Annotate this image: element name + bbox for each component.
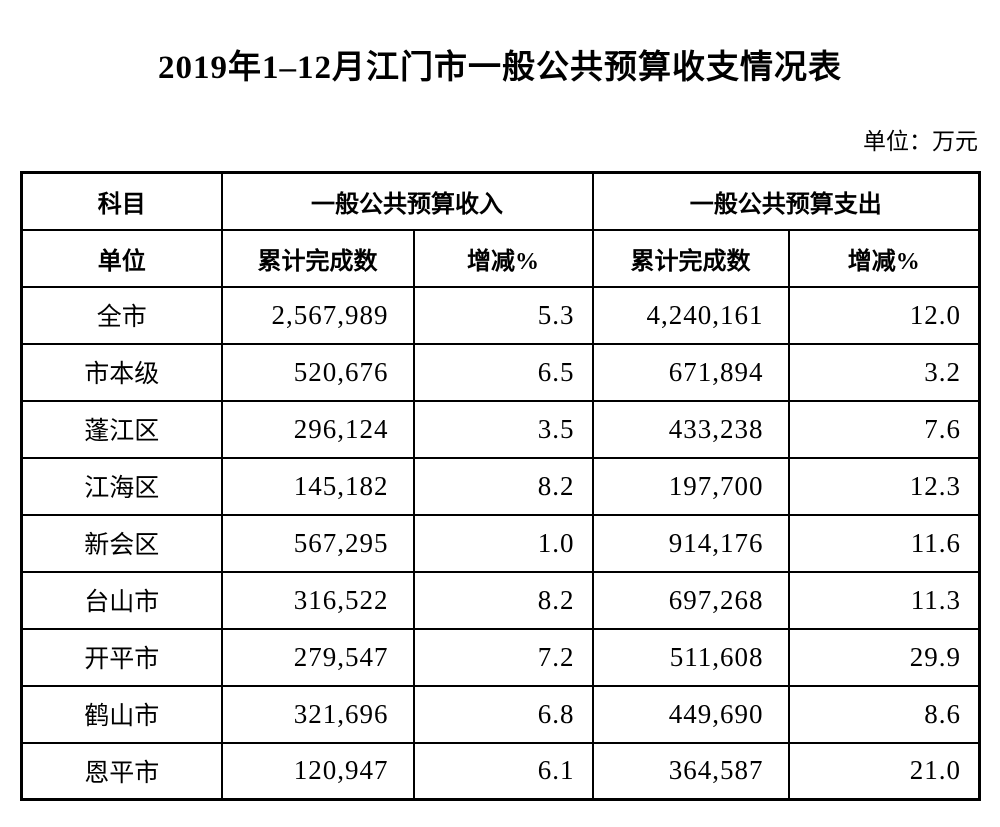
expenditure-change-cell: 21.0 xyxy=(787,741,981,801)
revenue-amount-cell: 145,182 xyxy=(220,456,415,516)
revenue-change-cell: 6.1 xyxy=(412,741,594,801)
header-row-columns: 单位 累计完成数 增减% 累计完成数 增减% xyxy=(20,228,981,288)
header-subject: 科目 xyxy=(20,171,223,231)
unit-note: 单位：万元 xyxy=(863,129,978,154)
header-row-groups: 科目 一般公共预算收入 一般公共预算支出 xyxy=(20,171,981,231)
revenue-amount-cell: 316,522 xyxy=(220,570,415,630)
revenue-change-cell: 6.8 xyxy=(412,684,594,744)
expenditure-change-cell: 29.9 xyxy=(787,627,981,687)
table-row: 鹤山市 321,696 6.8 449,690 8.6 xyxy=(20,684,981,744)
table-row: 市本级 520,676 6.5 671,894 3.2 xyxy=(20,342,981,402)
revenue-amount-cell: 567,295 xyxy=(220,513,415,573)
region-name-cell: 恩平市 xyxy=(20,741,223,801)
table-row: 全市 2,567,989 5.3 4,240,161 12.0 xyxy=(20,285,981,345)
revenue-amount-cell: 520,676 xyxy=(220,342,415,402)
table-row: 台山市 316,522 8.2 697,268 11.3 xyxy=(20,570,981,630)
region-name-cell: 蓬江区 xyxy=(20,399,223,459)
revenue-change-cell: 1.0 xyxy=(412,513,594,573)
revenue-change-cell: 5.3 xyxy=(412,285,594,345)
expenditure-change-cell: 11.6 xyxy=(787,513,981,573)
expenditure-amount-cell: 197,700 xyxy=(591,456,790,516)
expenditure-amount-cell: 914,176 xyxy=(591,513,790,573)
revenue-amount-cell: 296,124 xyxy=(220,399,415,459)
expenditure-change-cell: 7.6 xyxy=(787,399,981,459)
expenditure-amount-cell: 449,690 xyxy=(591,684,790,744)
region-name-cell: 市本级 xyxy=(20,342,223,402)
revenue-amount-cell: 279,547 xyxy=(220,627,415,687)
table-row: 开平市 279,547 7.2 511,608 29.9 xyxy=(20,627,981,687)
header-revenue-group: 一般公共预算收入 xyxy=(220,171,594,231)
expenditure-change-cell: 12.0 xyxy=(787,285,981,345)
revenue-change-cell: 6.5 xyxy=(412,342,594,402)
revenue-change-cell: 8.2 xyxy=(412,570,594,630)
revenue-amount-cell: 321,696 xyxy=(220,684,415,744)
table-row: 恩平市 120,947 6.1 364,587 21.0 xyxy=(20,741,981,801)
header-expenditure-cumulative: 累计完成数 xyxy=(591,228,790,288)
region-name-cell: 开平市 xyxy=(20,627,223,687)
revenue-change-cell: 8.2 xyxy=(412,456,594,516)
region-name-cell: 江海区 xyxy=(20,456,223,516)
page-title: 2019年1–12月江门市一般公共预算收支情况表 xyxy=(158,50,842,86)
expenditure-amount-cell: 4,240,161 xyxy=(591,285,790,345)
header-expenditure-group: 一般公共预算支出 xyxy=(591,171,981,231)
header-revenue-change: 增减% xyxy=(412,228,594,288)
revenue-amount-cell: 120,947 xyxy=(220,741,415,801)
expenditure-change-cell: 8.6 xyxy=(787,684,981,744)
expenditure-amount-cell: 433,238 xyxy=(591,399,790,459)
table-row: 新会区 567,295 1.0 914,176 11.6 xyxy=(20,513,981,573)
expenditure-change-cell: 11.3 xyxy=(787,570,981,630)
region-name-cell: 新会区 xyxy=(20,513,223,573)
revenue-change-cell: 3.5 xyxy=(412,399,594,459)
header-unit: 单位 xyxy=(20,228,223,288)
region-name-cell: 鹤山市 xyxy=(20,684,223,744)
region-name-cell: 台山市 xyxy=(20,570,223,630)
region-name-cell: 全市 xyxy=(20,285,223,345)
header-expenditure-change: 增减% xyxy=(787,228,981,288)
expenditure-amount-cell: 697,268 xyxy=(591,570,790,630)
table-row: 江海区 145,182 8.2 197,700 12.3 xyxy=(20,456,981,516)
budget-table: 科目 一般公共预算收入 一般公共预算支出 单位 累计完成数 增减% 累计完成数 … xyxy=(20,171,981,801)
revenue-change-cell: 7.2 xyxy=(412,627,594,687)
expenditure-amount-cell: 671,894 xyxy=(591,342,790,402)
expenditure-change-cell: 3.2 xyxy=(787,342,981,402)
table-row: 蓬江区 296,124 3.5 433,238 7.6 xyxy=(20,399,981,459)
revenue-amount-cell: 2,567,989 xyxy=(220,285,415,345)
expenditure-amount-cell: 364,587 xyxy=(591,741,790,801)
expenditure-change-cell: 12.3 xyxy=(787,456,981,516)
header-revenue-cumulative: 累计完成数 xyxy=(220,228,415,288)
expenditure-amount-cell: 511,608 xyxy=(591,627,790,687)
